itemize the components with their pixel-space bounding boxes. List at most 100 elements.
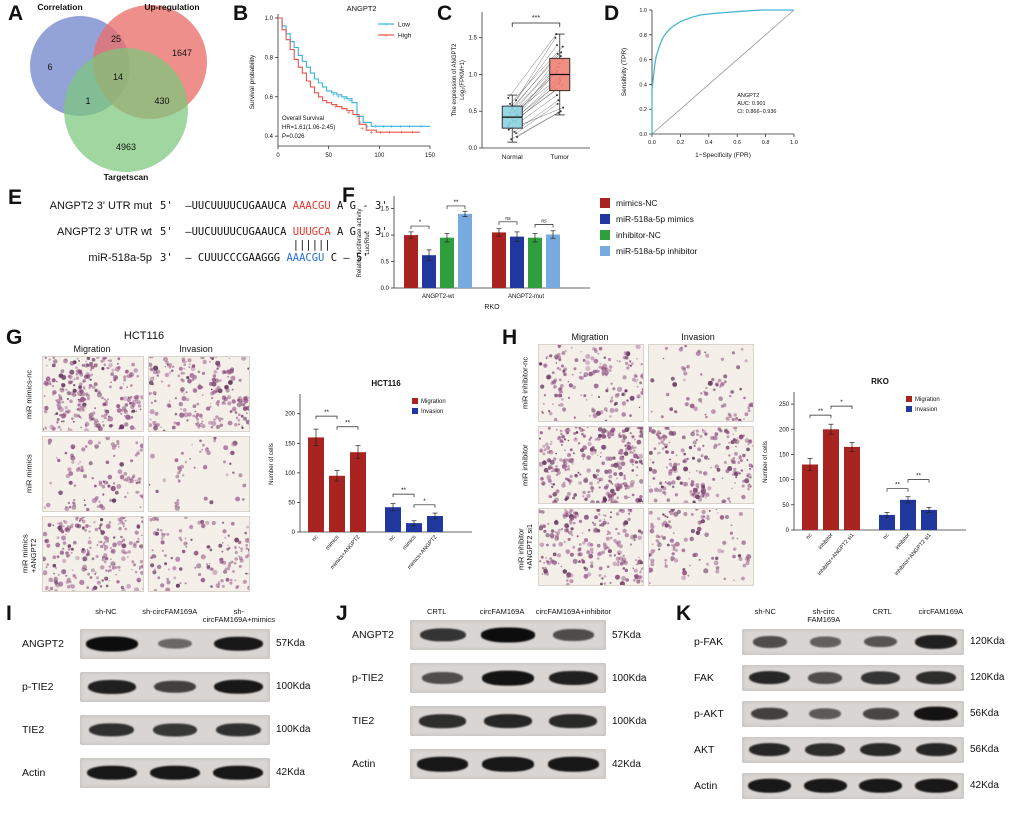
transwell-image <box>148 513 253 593</box>
svg-text:**: ** <box>895 482 901 489</box>
svg-text:50: 50 <box>325 153 332 159</box>
sequence-name: ANGPT2 3' UTR wt <box>56 226 152 238</box>
blot-row: FAK 120Kda <box>694 664 1016 691</box>
transwell-row: miR mimics +ANGPT2 <box>20 513 253 593</box>
protein-band <box>154 680 196 693</box>
svg-text:+: + <box>399 124 403 131</box>
svg-text:0.6: 0.6 <box>265 95 274 101</box>
sequence-text: 5' –UUCUUUUCUGAAUCA AAACGU A G - 3' <box>160 200 388 212</box>
panel-i-label: I <box>6 602 12 625</box>
svg-text:+: + <box>347 110 351 117</box>
transwell-image <box>145 354 252 433</box>
svg-text:mimics: mimics <box>325 534 341 551</box>
blot-row: ANGPT2 57Kda <box>22 628 322 659</box>
western-blot-i: sh-NC sh-circFAM169A sh-circFAM169A+mimics… <box>22 607 322 801</box>
blot-row: AKT 56Kda <box>694 736 1016 763</box>
transwell-image <box>42 435 146 512</box>
svg-text:1: 1 <box>85 96 90 106</box>
svg-text:High: High <box>398 32 412 39</box>
svg-text:0.0: 0.0 <box>469 146 478 152</box>
svg-text:Normal: Normal <box>502 154 524 161</box>
svg-text:1647: 1647 <box>172 48 192 58</box>
blot-row: TIE2 100Kda <box>22 714 322 745</box>
transwell-image <box>643 505 754 586</box>
svg-text:1.5: 1.5 <box>469 36 478 42</box>
svg-text:+: + <box>343 96 347 103</box>
svg-text:RKO: RKO <box>484 304 500 311</box>
transwell-image <box>648 344 755 425</box>
protein-band <box>481 670 535 686</box>
blot-strip <box>80 714 270 745</box>
protein-label: p-AKT <box>694 707 724 720</box>
lane-label: sh-NC <box>754 607 776 616</box>
luciferase-legend: mimics-NC miR-518a-5p mimics inhibitor-NC m… <box>600 198 697 262</box>
legend-item: miR-518a-5p mimics <box>600 214 697 224</box>
svg-text:150: 150 <box>779 452 790 458</box>
sequence-segment: 3' – CUUUCCCGAAGGG <box>160 252 287 264</box>
column-header: Invasion <box>681 332 715 342</box>
svg-text:Luc/Rluc: Luc/Rluc <box>365 231 371 254</box>
sequence-row: miR-518a-5p 3' – CUUUCCCGAAGGG AAACGU C –… <box>22 252 388 264</box>
sequence-segment <box>160 239 293 251</box>
panel-a-label: A <box>8 2 24 25</box>
lane-headers: sh-NC sh-circ FAM169A CRTL circFAM169A <box>694 607 1016 625</box>
legend-item: mimics-NC <box>600 198 697 208</box>
svg-text:**: ** <box>345 420 351 427</box>
blot-row: p-TIE2 100Kda <box>352 663 658 694</box>
legend-item: inhibitor-NC <box>600 230 697 240</box>
svg-text:nc: nc <box>388 534 396 542</box>
protein-band <box>215 722 261 737</box>
lane-label: CRTL <box>872 607 892 616</box>
blot-row: ANGPT2 57Kda <box>352 620 658 651</box>
protein-band <box>916 670 957 685</box>
blot-strip <box>742 664 964 691</box>
transwell-row: miR inhibitor <box>518 422 754 507</box>
legend-label: miR-518a-5p mimics <box>616 214 694 224</box>
protein-band <box>809 635 841 648</box>
svg-text:ns: ns <box>541 218 547 224</box>
blot-strip <box>410 706 606 737</box>
row-label: miR mimics-nc <box>24 369 34 419</box>
blot-row: Actin 42Kda <box>694 772 1016 799</box>
svg-text:***: *** <box>532 15 540 22</box>
svg-text:Relative luciferase activity: Relative luciferase activity <box>357 208 363 277</box>
protein-band <box>914 778 958 793</box>
svg-text:0.6: 0.6 <box>733 140 741 146</box>
svg-text:+: + <box>388 129 392 136</box>
svg-text:50: 50 <box>288 500 295 506</box>
svg-text:0.8: 0.8 <box>639 33 647 39</box>
hct116-transwell-grid: HCT116 Migration Invasion miR mimics-nc miR … <box>20 330 253 596</box>
svg-text:0.2: 0.2 <box>639 107 647 113</box>
svg-text:ANGPT2: ANGPT2 <box>737 93 759 99</box>
svg-text:Low: Low <box>398 21 410 28</box>
transwell-row: miR mimics-nc <box>22 354 252 434</box>
legend-item: miR-518a-5p inhibitor <box>600 246 697 256</box>
protein-band <box>213 679 264 694</box>
svg-text:ns: ns <box>505 216 511 222</box>
lane-label: sh-circFAM169A+mimics <box>202 607 275 625</box>
rko-transwell-grid: Migration Invasion miR inhibitor-nc miR inh… <box>516 332 755 590</box>
svg-text:P=0.026: P=0.026 <box>282 134 305 140</box>
protein-band <box>862 707 899 720</box>
transwell-image <box>41 513 145 593</box>
kda-label: 57Kda <box>276 638 305 649</box>
kda-label: 42Kda <box>276 767 305 778</box>
svg-text:mimics: mimics <box>402 534 418 551</box>
svg-text:**: ** <box>324 409 330 416</box>
svg-text:+: + <box>419 124 423 131</box>
lane-headers: sh-NC sh-circFAM169A sh-circFAM169A+mimics <box>22 607 322 625</box>
panel-c-label: C <box>437 2 453 25</box>
protein-band <box>553 629 594 642</box>
svg-text:inhibitor: inhibitor <box>818 532 835 551</box>
svg-text:**: ** <box>453 199 459 206</box>
protein-band <box>749 742 791 757</box>
protein-band <box>864 635 898 648</box>
blot-strip <box>80 628 270 659</box>
svg-text:Migration: Migration <box>421 399 446 405</box>
protein-label: ANGPT2 <box>352 629 395 642</box>
protein-band <box>859 778 903 793</box>
svg-text:14: 14 <box>113 72 123 82</box>
svg-text:1.5: 1.5 <box>381 207 390 213</box>
svg-text:*: * <box>423 498 426 505</box>
protein-band <box>749 670 791 685</box>
